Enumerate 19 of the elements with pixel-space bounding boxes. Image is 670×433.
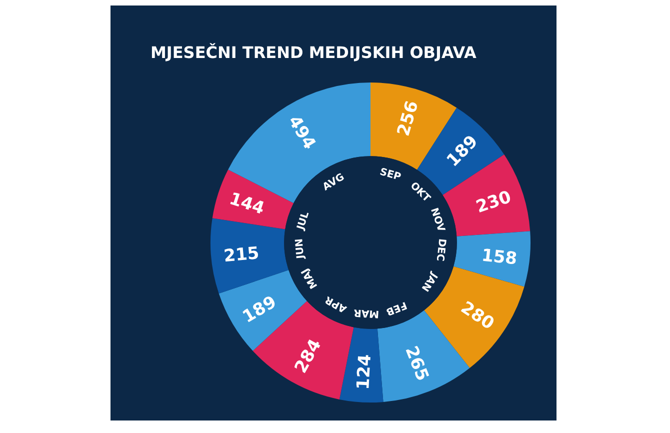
data-label: 265 (400, 344, 432, 384)
data-label: 144 (226, 189, 267, 220)
data-label: 256 (394, 98, 423, 138)
data-label: 284 (291, 336, 326, 377)
data-label: 189 (239, 292, 280, 328)
data-label: 215 (222, 244, 260, 267)
data-label: 158 (480, 246, 518, 270)
slice-label: APR (323, 293, 349, 314)
slice-label: DEC (434, 238, 448, 262)
chart-title: MJESEČNI TREND MEDIJSKIH OBJAVA (150, 43, 478, 62)
slice-label: JUN (294, 238, 307, 260)
slice-label: FEB (384, 299, 408, 318)
data-label: 280 (456, 298, 498, 334)
data-label: 230 (474, 187, 514, 218)
slice-label: JUL (295, 210, 312, 232)
slice-label: NOV (428, 206, 446, 234)
data-label: 124 (354, 354, 376, 390)
slice-label: MAR (353, 306, 380, 320)
slice-label: SEP (378, 166, 402, 184)
